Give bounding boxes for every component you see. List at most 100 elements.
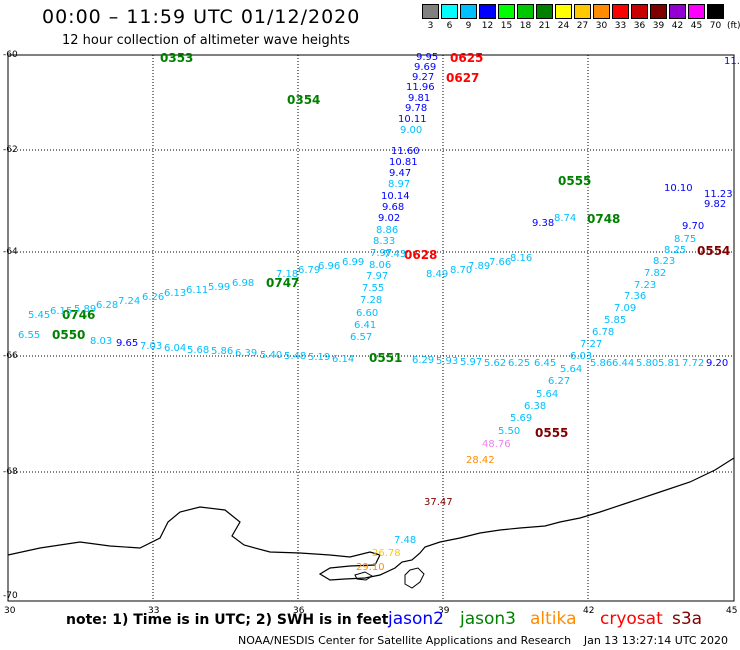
swh-value: 6.26: [142, 292, 165, 303]
swh-value: 6.04: [164, 343, 187, 354]
swh-value: 9.69: [414, 62, 437, 73]
swh-value: 10.10: [664, 183, 693, 194]
swh-value: 6.13: [164, 288, 187, 299]
pass-time-label: 0554: [697, 244, 731, 258]
legend-swatch: [707, 4, 724, 19]
legend-swatch: [650, 4, 667, 19]
legend-label: 18: [519, 21, 532, 31]
legend-swatch: [631, 4, 648, 19]
swh-value: 7.28: [360, 295, 383, 306]
swh-value: 8.16: [510, 253, 533, 264]
swh-value: 8.25: [664, 245, 687, 256]
swh-value: 5.45: [28, 310, 51, 321]
legend-label: 3: [427, 21, 434, 31]
swh-value: 9.27: [412, 72, 435, 83]
legend-swatch: [536, 4, 553, 19]
swh-value: 48.76: [482, 439, 511, 450]
swh-value: 7.66: [489, 257, 512, 268]
swh-value: 9.20: [706, 358, 729, 369]
legend-swatch: [422, 4, 439, 19]
lon-label: 39: [438, 606, 450, 616]
swh-value: 7.97: [366, 271, 389, 282]
swh-value: 5.68: [187, 345, 210, 356]
legend-label: 39: [652, 21, 665, 31]
swh-value: 6.39: [235, 348, 258, 359]
lon-label: 36: [293, 606, 305, 616]
swh-value: 5.93: [436, 356, 459, 367]
swh-value: 9.70: [682, 221, 705, 232]
swh-value: 7.97: [370, 248, 393, 259]
swh-value: 5.69: [510, 413, 533, 424]
swh-value: 9.00: [400, 125, 423, 136]
pass-time-label: 0748: [587, 212, 621, 226]
coast-islet: [354, 571, 373, 581]
swh-value: 6.57: [350, 332, 373, 343]
swh-value: 7.36: [624, 291, 647, 302]
swh-value: 9.47: [389, 168, 412, 179]
pass-time-label: 0353: [160, 51, 194, 65]
legend-label: 36: [633, 21, 646, 31]
swh-value: 8.03: [90, 336, 113, 347]
lon-label: 45: [726, 606, 738, 616]
pass-time-label: 0625: [450, 51, 484, 65]
legend-swatch: [479, 4, 496, 19]
swh-value: 6.99: [342, 257, 365, 268]
swh-value: 6.78: [592, 327, 615, 338]
legend-swatch: [460, 4, 477, 19]
pass-time-label: 0746: [62, 308, 96, 322]
swh-value: 37.47: [424, 497, 453, 508]
pass-time-label: 0555: [558, 174, 592, 188]
legend-unit: (ft): [727, 21, 740, 31]
swh-value: 26.78: [372, 548, 401, 559]
legend-label: 30: [595, 21, 608, 31]
swh-value: 5.64: [536, 389, 559, 400]
pass-time-label: 0550: [52, 328, 86, 342]
swh-value: 5.40: [260, 350, 283, 361]
satellite-key-cryosat: cryosat: [600, 609, 663, 629]
swh-value: 6.29: [412, 355, 435, 366]
swh-value: 5.80: [636, 358, 659, 369]
antarctic-coastline: [7, 457, 735, 581]
swh-value: 6.03: [570, 351, 593, 362]
swh-value: 8.06: [369, 260, 392, 271]
lat-label: -64: [3, 247, 18, 257]
swh-value: 8.86: [376, 225, 399, 236]
swh-value: 29.10: [356, 562, 385, 573]
pass-time-label: 0628: [404, 248, 438, 262]
legend-swatch: [612, 4, 629, 19]
pass-time-label: 0354: [287, 93, 321, 107]
swh-value: 6.79: [298, 265, 321, 276]
swh-value: 5.81: [658, 358, 681, 369]
swh-value: 6.41: [354, 320, 377, 331]
pass-time-label: 0747: [266, 276, 300, 290]
swh-value: 6.60: [356, 308, 379, 319]
swh-value: 7.48: [394, 535, 417, 546]
swh-value: 7.27: [580, 339, 603, 350]
coast-inlet: [404, 567, 425, 589]
footnote: note: 1) Time is in UTC; 2) SWH is in fe…: [66, 612, 389, 628]
swh-value: 5.86: [590, 358, 613, 369]
swh-value: 7.23: [634, 280, 657, 291]
swh-value: 7.09: [614, 303, 637, 314]
swh-value: 6.27: [548, 376, 571, 387]
footer: NOAA/NESDIS Center for Satellite Applica…: [238, 634, 728, 647]
swh-value: 6.38: [524, 401, 547, 412]
swh-value: 6.98: [232, 278, 255, 289]
map-subtitle: 12 hour collection of altimeter wave hei…: [62, 33, 350, 48]
swh-value: 9.38: [532, 218, 555, 229]
map-title: 00:00 – 11:59 UTC 01/12/2020: [42, 6, 361, 28]
swh-value: 7.72: [682, 358, 705, 369]
legend-label: 33: [614, 21, 627, 31]
swh-value: 7.24: [118, 296, 141, 307]
lat-label: -68: [3, 467, 18, 477]
swh-value: 6.15: [50, 306, 73, 317]
legend-label: 12: [481, 21, 494, 31]
pass-time-label: 0551: [369, 351, 403, 365]
legend-label: 6: [446, 21, 453, 31]
swh-value: 5.85: [604, 315, 627, 326]
legend-label: 70: [709, 21, 722, 31]
swh-value: 5.62: [484, 358, 507, 369]
swh-value: 8.70: [450, 265, 473, 276]
legend-swatch: [574, 4, 591, 19]
